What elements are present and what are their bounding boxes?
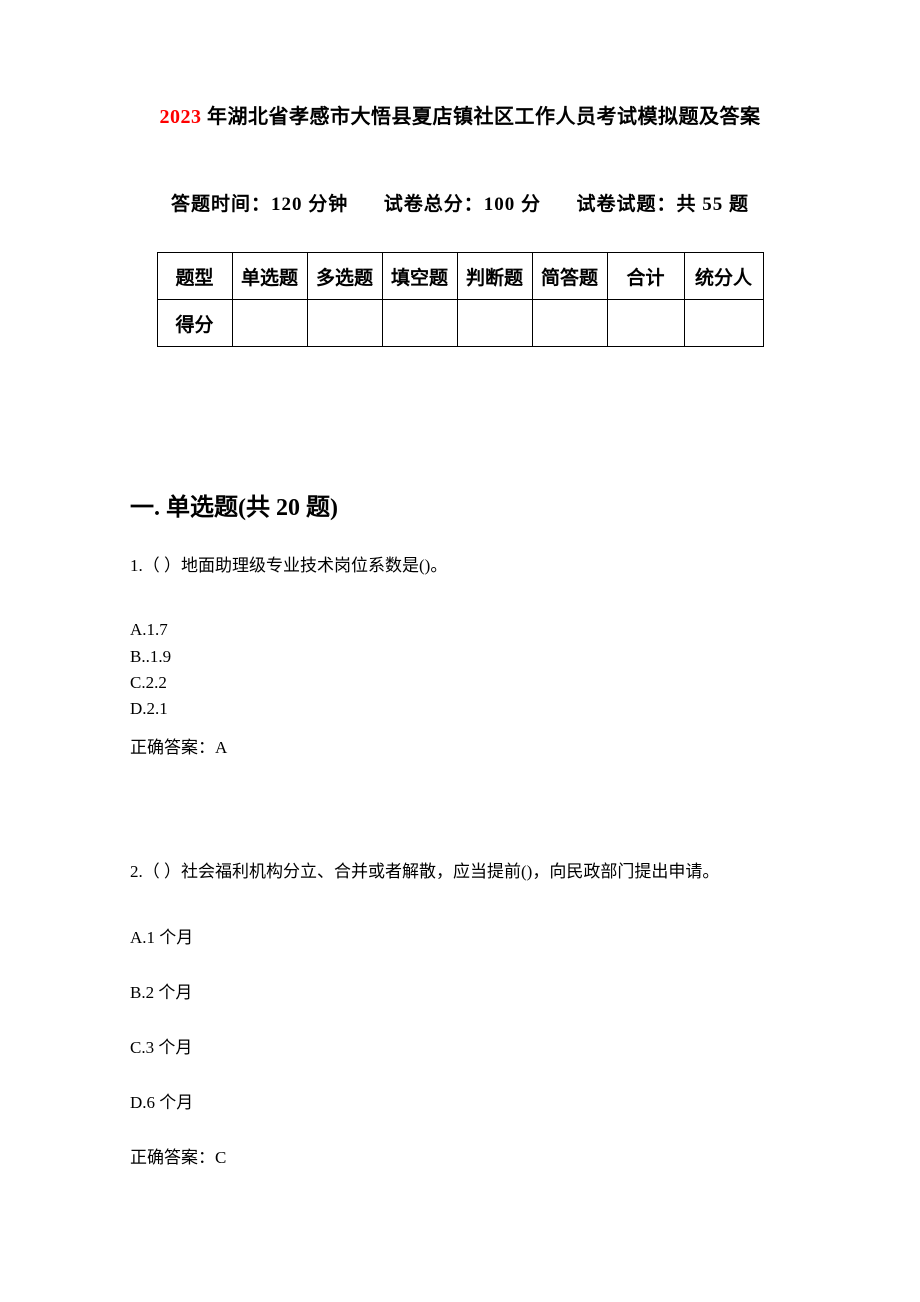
q1-option-b: B..1.9 [130,644,790,670]
q1-answer: 正确答案：A [130,733,790,758]
score-blank-cell [607,300,684,347]
score-header-cell: 多选题 [307,253,382,300]
meta-count-value: 共 55 题 [677,194,750,215]
q2-option-d: D.6 个月 [130,1088,790,1113]
meta-time-label: 答题时间： [171,194,271,215]
score-blank-cell [684,300,763,347]
q2-option-c: C.3 个月 [130,1033,790,1058]
score-value-row: 得分 [157,300,763,347]
score-header-cell: 判断题 [457,253,532,300]
score-header-cell: 合计 [607,253,684,300]
q1-options: A.1.7 B..1.9 C.2.2 D.2.1 [130,617,790,722]
q2-option-a: A.1 个月 [130,923,790,948]
score-header-cell: 填空题 [382,253,457,300]
q2-stem: 2.（ ）社会福利机构分立、合并或者解散，应当提前()，向民政部门提出申请。 [130,858,790,885]
q2-answer: 正确答案：C [130,1143,790,1168]
score-row-label: 得分 [157,300,232,347]
score-table: 题型 单选题 多选题 填空题 判断题 简答题 合计 统分人 得分 [157,252,764,347]
score-header-row: 题型 单选题 多选题 填空题 判断题 简答题 合计 统分人 [157,253,763,300]
meta-total-value: 100 分 [484,194,541,215]
score-blank-cell [382,300,457,347]
title-rest: 年湖北省孝感市大悟县夏店镇社区工作人员考试模拟题及答案 [202,106,761,128]
q2-option-b: B.2 个月 [130,978,790,1003]
score-blank-cell [532,300,607,347]
meta-total-label: 试卷总分： [384,194,484,215]
score-blank-cell [307,300,382,347]
q1-option-c: C.2.2 [130,670,790,696]
score-blank-cell [232,300,307,347]
title-year: 2023 [160,106,202,128]
exam-title: 2023 年湖北省孝感市大悟县夏店镇社区工作人员考试模拟题及答案 [130,100,790,129]
score-header-cell: 单选题 [232,253,307,300]
score-blank-cell [457,300,532,347]
exam-meta-line: 答题时间：120 分钟 试卷总分：100 分 试卷试题：共 55 题 [130,189,790,216]
meta-count-label: 试卷试题： [577,194,677,215]
score-header-cell: 统分人 [684,253,763,300]
score-header-cell: 简答题 [532,253,607,300]
q1-option-d: D.2.1 [130,696,790,722]
q1-option-a: A.1.7 [130,617,790,643]
q1-stem: 1.（ ）地面助理级专业技术岗位系数是()。 [130,552,790,579]
section-1-heading: 一. 单选题(共 20 题) [130,487,790,522]
meta-time-value: 120 分钟 [271,194,348,215]
exam-page: 2023 年湖北省孝感市大悟县夏店镇社区工作人员考试模拟题及答案 答题时间：12… [0,0,920,1302]
score-header-cell: 题型 [157,253,232,300]
